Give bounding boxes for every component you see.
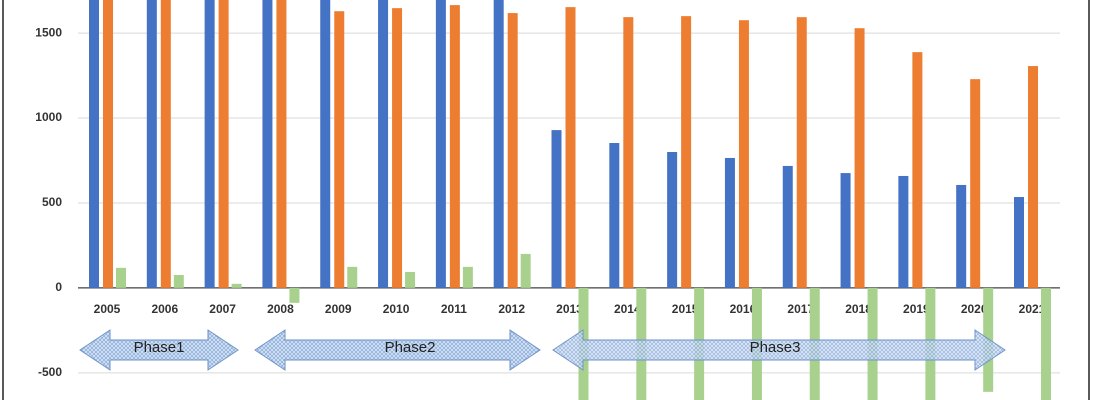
- x-tick-label: 2013: [556, 302, 583, 316]
- bar: [1041, 287, 1051, 400]
- x-tick-label: 2009: [325, 302, 352, 316]
- bar: [1028, 66, 1038, 288]
- bar: [435, 0, 446, 288]
- bar: [146, 0, 157, 288]
- x-tick-label: 2008: [267, 302, 294, 316]
- bar: [507, 13, 518, 288]
- x-tick-label: 2019: [903, 302, 930, 316]
- phase-arrow: [254, 329, 541, 371]
- bar: [667, 152, 678, 288]
- bar: [1014, 197, 1024, 288]
- bar: [565, 7, 576, 288]
- bar: [334, 11, 345, 288]
- bar: [956, 184, 967, 288]
- bar: [173, 274, 184, 288]
- phase-label: Phase1: [134, 339, 185, 356]
- x-tick-label: 2010: [383, 302, 410, 316]
- phase-label: Phase2: [385, 339, 436, 356]
- bar: [160, 0, 171, 288]
- bar: [449, 5, 460, 288]
- x-tick-label: 2005: [94, 302, 121, 316]
- bar: [405, 271, 416, 288]
- phase-label: Phase3: [750, 339, 801, 356]
- bar: [204, 0, 215, 288]
- bar: [782, 165, 793, 288]
- y-tick-label: 1000: [35, 110, 62, 124]
- bar: [276, 0, 287, 288]
- x-tick-label: 2016: [730, 302, 757, 316]
- bar: [724, 157, 735, 288]
- x-tick-label: 2006: [151, 302, 178, 316]
- x-tick-label: 2021: [1019, 302, 1046, 316]
- bar: [218, 0, 229, 288]
- y-tick-label: 1500: [35, 25, 62, 39]
- x-tick-label: 2020: [961, 302, 988, 316]
- bar: [738, 20, 749, 288]
- bar: [520, 253, 531, 288]
- bar: [493, 0, 504, 288]
- bar: [623, 17, 634, 288]
- x-tick-label: 2012: [498, 302, 525, 316]
- x-tick-label: 2014: [614, 302, 641, 316]
- bar: [898, 175, 909, 288]
- bar: [378, 0, 389, 288]
- phase-arrow: [552, 329, 1006, 371]
- bar: [231, 283, 242, 288]
- bar: [103, 0, 113, 288]
- y-tick-label: 0: [55, 280, 62, 294]
- bar: [854, 28, 865, 288]
- phase-arrow: [79, 329, 239, 371]
- x-tick-label: 2007: [209, 302, 236, 316]
- bar: [392, 8, 403, 288]
- x-tick-label: 2015: [672, 302, 699, 316]
- bar: [89, 0, 99, 288]
- x-tick-label: 2017: [787, 302, 814, 316]
- x-tick-label: 2011: [441, 302, 467, 316]
- y-tick-label: -500: [38, 365, 62, 379]
- bar: [320, 0, 331, 288]
- bar: [289, 287, 300, 303]
- bar: [609, 143, 620, 288]
- bar: [840, 173, 851, 288]
- y-tick-label: 500: [42, 195, 62, 209]
- bar: [462, 266, 473, 288]
- bar: [796, 17, 807, 288]
- bar: [116, 267, 126, 288]
- bar: [262, 0, 273, 288]
- bar: [912, 52, 923, 288]
- bar: [347, 266, 358, 288]
- bar: [681, 16, 692, 288]
- bar: [970, 79, 981, 288]
- bar: [551, 130, 562, 288]
- x-tick-label: 2018: [845, 302, 872, 316]
